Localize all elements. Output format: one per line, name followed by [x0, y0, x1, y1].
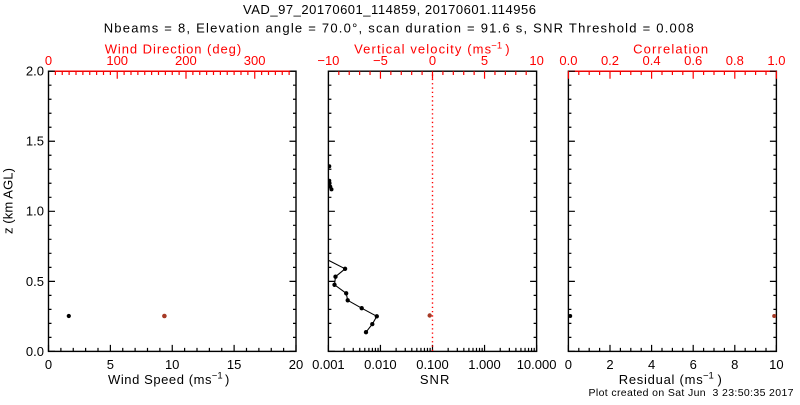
svg-text:1.5: 1.5	[26, 134, 44, 149]
svg-text:5: 5	[107, 357, 114, 372]
svg-text:Plot created on Sat Jun 3 23:: Plot created on Sat Jun 3 23:50:35 2017	[589, 387, 794, 399]
svg-text:0.010: 0.010	[364, 357, 397, 372]
svg-text:10: 10	[165, 357, 179, 372]
svg-text:2.0: 2.0	[26, 64, 44, 79]
svg-text:15: 15	[227, 357, 241, 372]
svg-text:2: 2	[606, 357, 613, 372]
svg-text:0.0: 0.0	[559, 53, 577, 68]
svg-text:1.0: 1.0	[26, 204, 44, 219]
svg-text:0.5: 0.5	[26, 274, 44, 289]
svg-text:Residual (ms: Residual (ms	[619, 372, 704, 387]
svg-text:300: 300	[244, 53, 266, 68]
svg-text:SNR: SNR	[420, 372, 450, 387]
svg-text:Nbeams = 8, Elevation angle =: Nbeams = 8, Elevation angle = 70.0°, sca…	[104, 21, 694, 36]
svg-text:Wind Direction (deg): Wind Direction (deg)	[105, 41, 242, 56]
svg-text:0.2: 0.2	[601, 53, 619, 68]
svg-text:z (km AGL): z (km AGL)	[1, 168, 16, 234]
svg-text:6: 6	[690, 357, 697, 372]
svg-text:0.0: 0.0	[26, 344, 44, 359]
svg-text:0: 0	[45, 357, 52, 372]
svg-text:0: 0	[45, 53, 52, 68]
svg-text:−1: −1	[703, 371, 714, 382]
svg-text:−10: −10	[317, 53, 339, 68]
svg-text:): )	[718, 372, 722, 387]
svg-text:10.000: 10.000	[517, 357, 557, 372]
svg-text:10: 10	[529, 53, 543, 68]
svg-text:−5: −5	[373, 53, 388, 68]
svg-text:0.4: 0.4	[643, 53, 661, 68]
svg-text:Vertical velocity (ms: Vertical velocity (ms	[354, 41, 492, 56]
svg-text:4: 4	[648, 357, 655, 372]
svg-text:100: 100	[106, 53, 128, 68]
svg-text:VAD_97_20170601_114859, 201706: VAD_97_20170601_114859, 20170601.114956	[243, 2, 536, 17]
svg-text:): )	[505, 41, 509, 56]
svg-text:0: 0	[429, 53, 436, 68]
svg-text:0.8: 0.8	[726, 53, 744, 68]
svg-text:Wind Speed (ms: Wind Speed (ms	[108, 372, 212, 387]
svg-text:1.000: 1.000	[468, 357, 501, 372]
svg-text:10: 10	[769, 357, 783, 372]
svg-text:0.001: 0.001	[312, 357, 345, 372]
svg-text:−1: −1	[491, 40, 502, 51]
svg-text:200: 200	[175, 53, 197, 68]
svg-text:): )	[225, 372, 229, 387]
svg-text:8: 8	[731, 357, 738, 372]
svg-text:−1: −1	[212, 371, 223, 382]
svg-text:1.0: 1.0	[767, 53, 785, 68]
svg-text:5: 5	[481, 53, 488, 68]
svg-text:0.100: 0.100	[416, 357, 449, 372]
svg-text:0: 0	[565, 357, 572, 372]
svg-text:20: 20	[289, 357, 303, 372]
svg-text:0.6: 0.6	[684, 53, 702, 68]
svg-text:Correlation: Correlation	[633, 41, 708, 56]
